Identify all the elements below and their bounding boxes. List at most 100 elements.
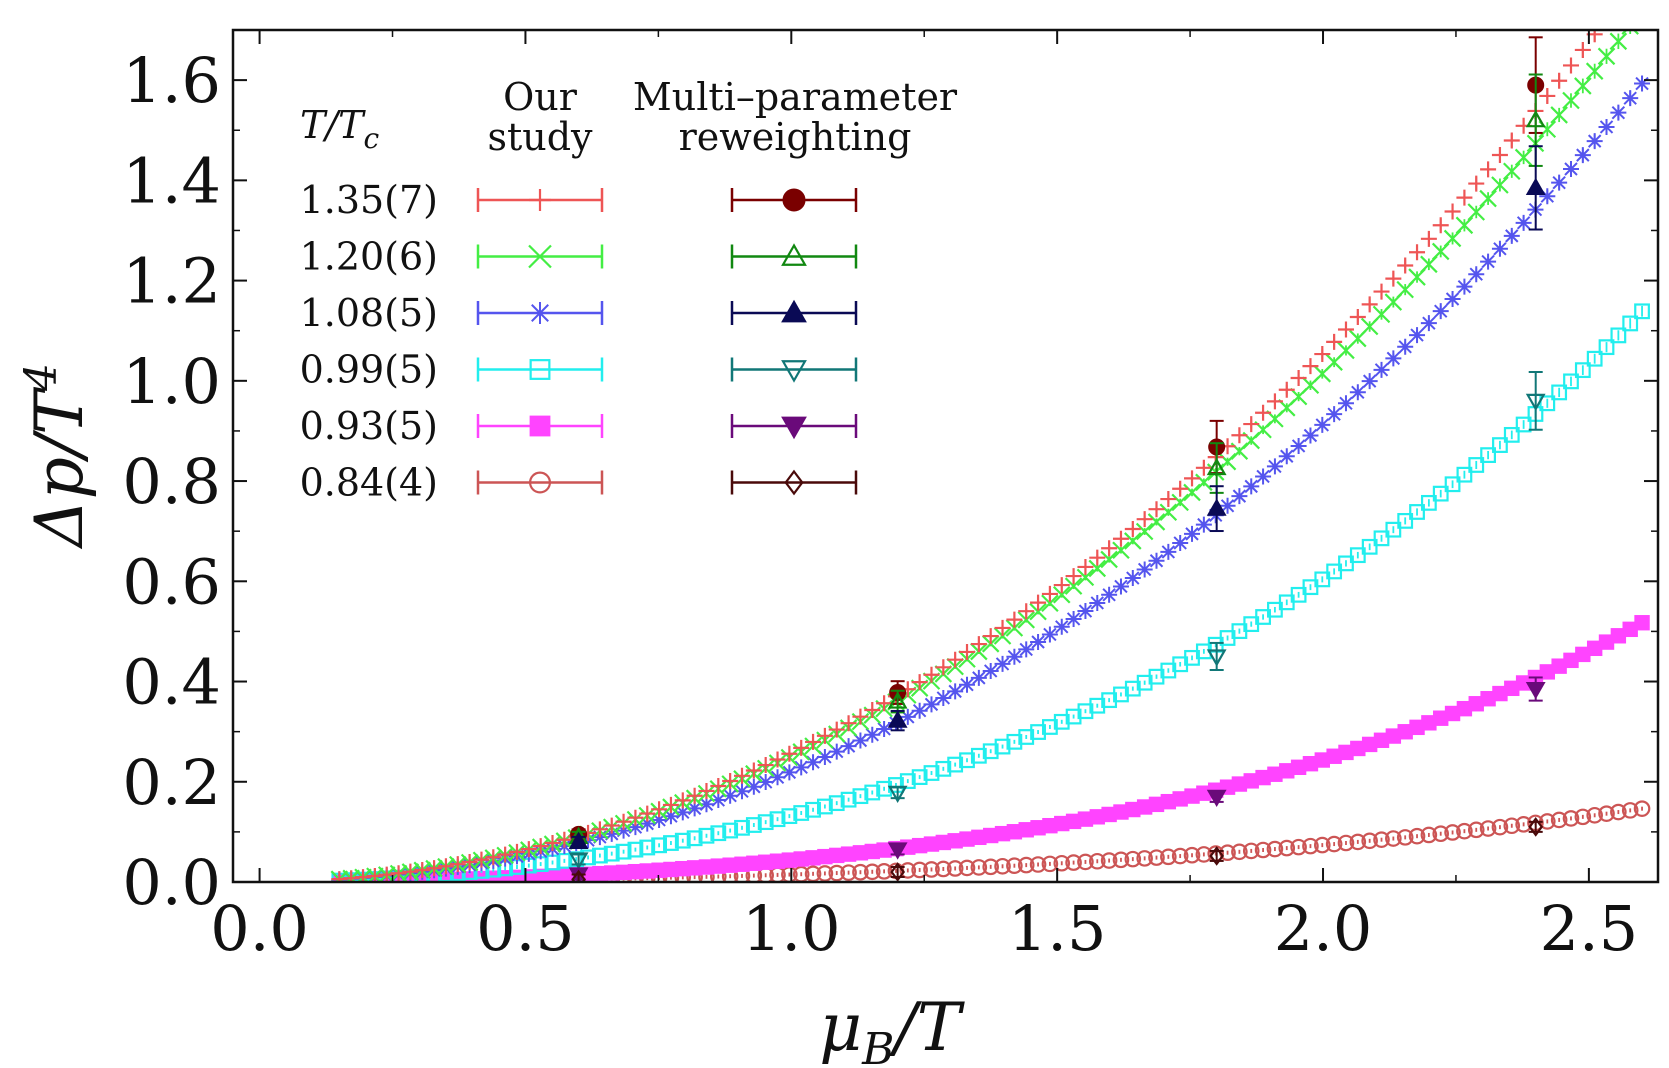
curve-point bbox=[1065, 568, 1082, 585]
curve-point bbox=[1314, 346, 1331, 363]
curve-point bbox=[639, 839, 656, 856]
curve-point bbox=[805, 801, 821, 818]
curve-point bbox=[1278, 839, 1296, 857]
curve-point bbox=[935, 860, 952, 878]
curve-point bbox=[1005, 619, 1024, 637]
curve-point bbox=[757, 814, 774, 831]
curve-point bbox=[1314, 571, 1331, 588]
curve-point bbox=[1609, 32, 1628, 51]
curve-point bbox=[970, 859, 988, 876]
curve-point bbox=[686, 830, 703, 847]
curve-point bbox=[1432, 485, 1449, 502]
curve-point bbox=[1361, 538, 1378, 555]
x-axis-label-rest: /T bbox=[888, 989, 965, 1066]
curve-1.35(7) bbox=[331, 30, 1603, 882]
curve-point bbox=[1041, 626, 1058, 643]
curve-point bbox=[1006, 648, 1023, 665]
curve-point bbox=[698, 796, 715, 813]
curve-point bbox=[1053, 854, 1071, 872]
mpr-point bbox=[1206, 649, 1227, 667]
curve-point bbox=[662, 808, 679, 825]
legend-mpr-marker bbox=[782, 188, 806, 212]
curve-point bbox=[994, 655, 1011, 672]
mpr-point bbox=[1525, 109, 1546, 128]
curve-point bbox=[781, 764, 798, 781]
curve-point bbox=[663, 835, 679, 851]
curve-point bbox=[1041, 585, 1058, 602]
curve-point bbox=[745, 817, 762, 833]
curve-point bbox=[390, 865, 407, 882]
curve-point bbox=[1467, 821, 1485, 839]
legend-header-study-line2: study bbox=[487, 115, 593, 159]
curve-point bbox=[1041, 594, 1059, 613]
curve-point bbox=[1077, 853, 1094, 871]
curve-point bbox=[1480, 447, 1496, 464]
curve-point bbox=[1017, 856, 1035, 874]
curve-point bbox=[1420, 826, 1438, 844]
curve-point bbox=[911, 861, 928, 879]
legend-mpr-marker bbox=[781, 299, 807, 323]
curve-point bbox=[1408, 827, 1426, 845]
curve-point bbox=[1492, 437, 1508, 453]
curve-point bbox=[1634, 75, 1651, 92]
curve-point bbox=[1124, 850, 1142, 868]
curve-point bbox=[1006, 611, 1023, 628]
legend-temp-label: 1.35(7) bbox=[300, 178, 438, 222]
mpr-point bbox=[1525, 681, 1546, 700]
curve-point bbox=[1065, 610, 1082, 627]
mpr-point bbox=[1206, 498, 1227, 516]
curve-point bbox=[1302, 358, 1319, 375]
curve-point bbox=[1479, 820, 1497, 837]
curve-point bbox=[1491, 240, 1508, 257]
curve-point bbox=[1338, 555, 1354, 572]
curve-point bbox=[769, 751, 786, 768]
curve-point bbox=[1409, 327, 1426, 344]
curve-point bbox=[1574, 808, 1592, 826]
curve-point bbox=[556, 831, 573, 848]
curve-point bbox=[1456, 822, 1473, 840]
curve-point bbox=[982, 858, 999, 876]
curve-point bbox=[1326, 333, 1343, 350]
mpr-point bbox=[1206, 457, 1227, 476]
curve-point bbox=[1515, 214, 1532, 231]
y-tick-label: 1.6 bbox=[122, 44, 221, 117]
legend-mpr-marker bbox=[784, 469, 804, 496]
curve-point bbox=[781, 808, 798, 825]
curve-point bbox=[627, 809, 644, 826]
legend-row: 1.35(7) bbox=[300, 178, 858, 222]
curve-point bbox=[1361, 832, 1378, 850]
curve-point bbox=[1124, 521, 1141, 538]
curve-point bbox=[757, 774, 774, 791]
curve-point bbox=[1266, 840, 1284, 858]
curve-point bbox=[1373, 831, 1390, 848]
y-axis-label-sup: 4 bbox=[16, 363, 67, 392]
curve-point bbox=[733, 767, 750, 784]
curve-point bbox=[1053, 577, 1070, 594]
curve-point bbox=[864, 784, 881, 801]
curve-point bbox=[1420, 230, 1437, 247]
legend-rows: 1.35(7) 1.20(6) 1.08(5) 0.99(5) 0.93(5) 0.84(… bbox=[300, 178, 858, 505]
curve-point bbox=[1456, 466, 1473, 483]
curve-point bbox=[816, 865, 834, 882]
curve-point bbox=[970, 636, 987, 653]
curve-point bbox=[1491, 146, 1508, 163]
curve-point bbox=[1018, 729, 1035, 745]
curve-point bbox=[1160, 848, 1177, 866]
curve-point bbox=[1231, 843, 1248, 861]
curve-point bbox=[1349, 833, 1367, 851]
mpr-series-1.08(5) bbox=[568, 145, 1546, 850]
legend-row: 0.99(5) bbox=[300, 348, 858, 392]
curve-point bbox=[852, 863, 869, 881]
curve-point bbox=[1160, 491, 1177, 508]
curve-point bbox=[1491, 818, 1509, 836]
curve-point bbox=[970, 669, 987, 686]
curve-point bbox=[1621, 802, 1639, 819]
curve-point bbox=[1337, 321, 1354, 338]
curve-point bbox=[1278, 381, 1295, 398]
curve-point bbox=[864, 702, 881, 719]
curve-point bbox=[947, 651, 964, 668]
curve-point bbox=[662, 796, 679, 813]
curve-point bbox=[1266, 458, 1283, 475]
x-tick-label: 0.5 bbox=[476, 892, 575, 965]
curve-point bbox=[1397, 257, 1414, 274]
